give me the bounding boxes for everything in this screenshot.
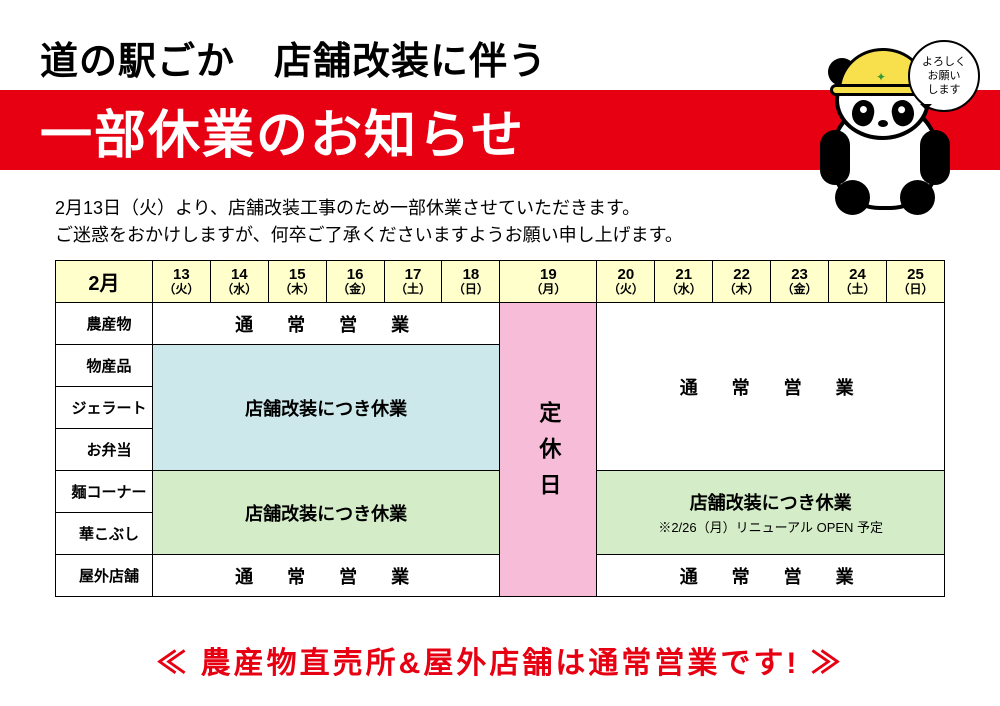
day-header: 22（木） [713, 261, 771, 303]
footer-note: ≪ 農産物直売所&屋外店舗は通常営業です! ≫ [0, 638, 1000, 682]
day-header: 17（土） [384, 261, 442, 303]
renewal-note: ※2/26（月）リニューアル OPEN 予定 [597, 517, 944, 536]
day-header: 24（土） [829, 261, 887, 303]
normal-business-cell: 通 常 営 業 [152, 555, 499, 597]
month-cell: 2月 [56, 261, 153, 303]
day-header: 13（火） [152, 261, 210, 303]
banner-text: 一部休業のお知らせ [40, 93, 525, 168]
description-line1: 2月13日（火）より、店舗改装工事のため一部休業させていただきます。 [55, 195, 683, 222]
speech-bubble: よろしく お願い します [908, 40, 980, 112]
normal-business-cell: 通 常 営 業 [597, 303, 945, 471]
day-header: 16（金） [326, 261, 384, 303]
row-label: ジェラート [56, 387, 153, 429]
closed-renovation-cell: 店舗改装につき休業 [152, 471, 499, 555]
description: 2月13日（火）より、店舗改装工事のため一部休業させていただきます。 ご迷惑をお… [55, 195, 683, 249]
row-label: 屋外店舗 [56, 555, 153, 597]
row-label: 物産品 [56, 345, 153, 387]
header-row: 2月 13（火） 14（水） 15（木） 16（金） 17（土） 18（日） 1… [56, 261, 945, 303]
normal-business-cell: 通 常 営 業 [597, 555, 945, 597]
panda-illustration: よろしく お願い します ✦ [780, 20, 980, 220]
row-label: 農産物 [56, 303, 153, 345]
table-row: 農産物 通 常 営 業 定休日 通 常 営 業 [56, 303, 945, 345]
day-header: 14（水） [210, 261, 268, 303]
day-header: 23（金） [771, 261, 829, 303]
closed-renov-text: 店舗改装につき休業 [690, 493, 852, 513]
closed-renovation-cell: 店舗改装につき休業 ※2/26（月）リニューアル OPEN 予定 [597, 471, 945, 555]
row-label: 麺コーナー [56, 471, 153, 513]
closed-renovation-cell: 店舗改装につき休業 [152, 345, 499, 471]
row-label: 華こぶし [56, 513, 153, 555]
schedule-table: 2月 13（火） 14（水） 15（木） 16（金） 17（土） 18（日） 1… [55, 260, 945, 597]
regular-holiday-cell: 定休日 [500, 303, 597, 597]
day-header: 18（日） [442, 261, 500, 303]
day-header: 15（木） [268, 261, 326, 303]
day-header: 21（水） [655, 261, 713, 303]
row-label: お弁当 [56, 429, 153, 471]
day-header: 19（月） [500, 261, 597, 303]
day-header: 25（日） [886, 261, 944, 303]
description-line2: ご迷惑をおかけしますが、何卒ご了承くださいますようお願い申し上げます。 [55, 222, 683, 249]
normal-business-cell: 通 常 営 業 [152, 303, 499, 345]
day-header: 20（火） [597, 261, 655, 303]
speech-bubble-text: よろしく お願い します [922, 55, 966, 98]
title-line1: 道の駅ごか 店舗改装に伴う [40, 30, 547, 85]
